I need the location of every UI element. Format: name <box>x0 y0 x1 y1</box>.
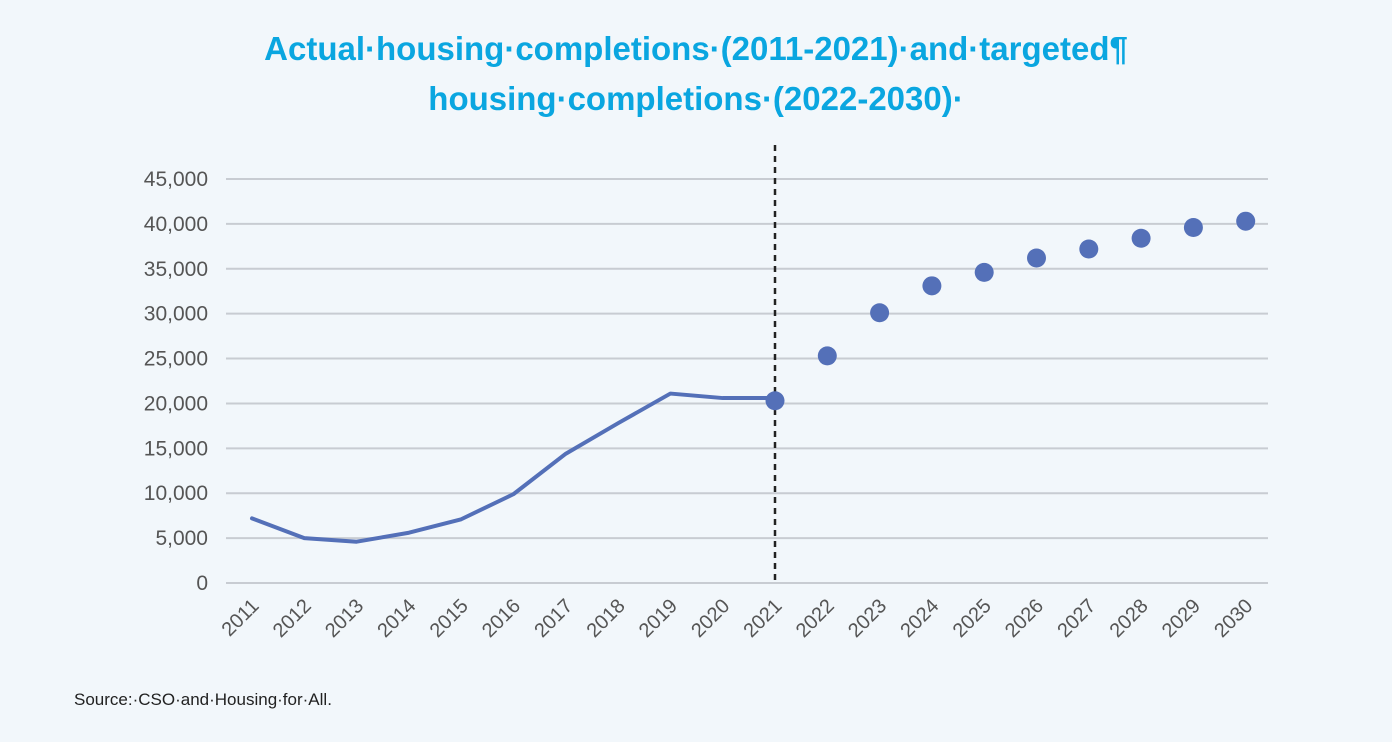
target-point-2029 <box>1183 217 1203 237</box>
y-tick-label: 10,000 <box>144 482 208 505</box>
target-point-2022 <box>817 346 837 366</box>
x-tick-label: 2017 <box>530 595 577 642</box>
x-tick-label: 2022 <box>792 595 839 642</box>
target-point-2023 <box>870 303 890 323</box>
x-tick-label: 2015 <box>426 595 473 642</box>
y-tick-label: 45,000 <box>144 168 208 191</box>
x-tick-label: 2023 <box>844 595 891 642</box>
gridlines <box>226 178 1268 584</box>
x-tick-label: 2024 <box>896 595 943 642</box>
y-tick-label: 15,000 <box>144 437 208 460</box>
y-tick-label: 35,000 <box>144 258 208 281</box>
y-tick-label: 20,000 <box>144 392 208 415</box>
x-tick-label: 2030 <box>1210 595 1257 642</box>
y-tick-label: 5,000 <box>155 527 208 550</box>
x-tick-label: 2012 <box>269 595 316 642</box>
x-tick-label: 2018 <box>583 595 630 642</box>
y-axis-tick-labels: 0 5,000 10,000 15,000 20,000 25,000 30,000 35,0… <box>144 168 208 595</box>
target-point-2024 <box>922 276 942 296</box>
x-tick-label: 2025 <box>949 595 996 642</box>
source-note: Source:·CSO·and·Housing·for·All. <box>74 690 332 709</box>
target-point-2025 <box>974 262 994 282</box>
actual-completions-line <box>250 391 777 544</box>
chart-title-line-1: Actual·housing·completions·(2011-2021)·a… <box>264 30 1128 67</box>
target-point-2026 <box>1027 248 1046 268</box>
data-series <box>250 211 1256 544</box>
chart-title-line-2: housing·completions·(2022-2030)· <box>428 80 964 117</box>
y-tick-label: 25,000 <box>144 348 208 371</box>
y-tick-label: 30,000 <box>144 303 208 326</box>
x-tick-label: 2016 <box>478 595 525 642</box>
x-tick-label: 2026 <box>1001 595 1048 642</box>
y-tick-label: 0 <box>196 572 208 595</box>
x-tick-label: 2019 <box>635 595 682 642</box>
x-tick-label: 2020 <box>687 595 734 642</box>
x-tick-label: 2011 <box>218 595 264 641</box>
x-tick-label: 2029 <box>1158 595 1205 642</box>
x-tick-label: 2013 <box>321 595 368 642</box>
x-tick-label: 2028 <box>1106 595 1153 642</box>
target-point-2030 <box>1236 211 1256 231</box>
target-point-2027 <box>1079 239 1099 259</box>
target-point-2021 <box>765 391 785 411</box>
chart-title: Actual·housing·completions·(2011-2021)·a… <box>0 24 1392 124</box>
x-tick-label: 2021 <box>740 595 787 642</box>
y-tick-label: 40,000 <box>144 213 208 236</box>
x-tick-label: 2027 <box>1053 595 1100 642</box>
target-point-2028 <box>1131 228 1151 248</box>
x-tick-label: 2014 <box>373 595 420 642</box>
x-axis-tick-labels: 2011 2012 2013 2014 2015 2016 2017 2018 2019 2020… <box>218 595 1258 642</box>
